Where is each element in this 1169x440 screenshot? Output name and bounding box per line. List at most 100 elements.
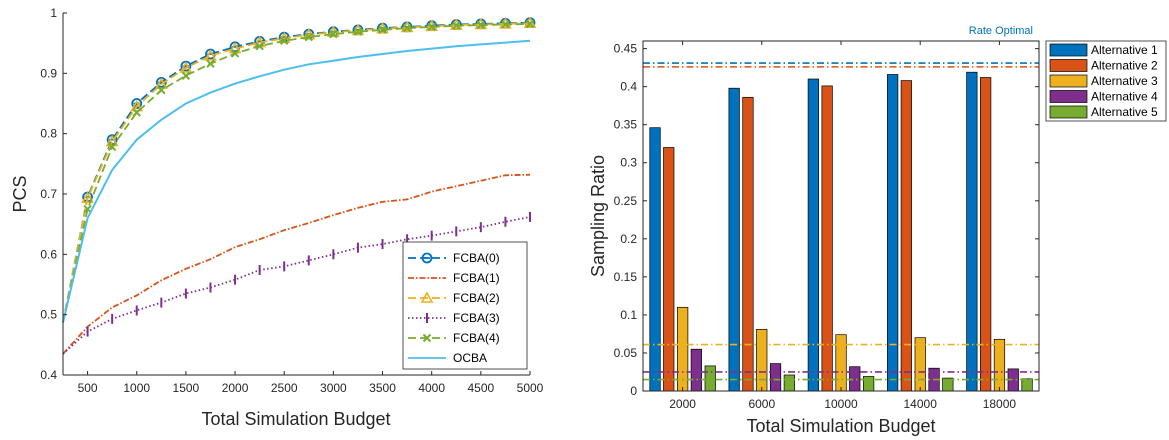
- bar-legend-label-2: Alternative 3: [1091, 74, 1158, 88]
- point-2-1: [81, 191, 94, 204]
- bar-x-axis-label: Total Simulation Budget: [746, 416, 935, 436]
- bar-1-1: [742, 96, 754, 392]
- x-tick-label-6: 3500: [369, 381, 396, 395]
- bar-1-2: [756, 329, 768, 392]
- bar-legend-label-3: Alternative 4: [1091, 90, 1158, 104]
- y-tick-label-3: 0.7: [40, 187, 57, 201]
- bar-x-tick-label-0: 2000: [669, 397, 696, 411]
- point-4-14: [402, 23, 412, 33]
- bar-y-axis-label: Sampling Ratio: [588, 155, 608, 277]
- bar-y-tick-label-0: 0: [630, 384, 637, 398]
- bar-y-tick-label-9: 0.45: [614, 42, 638, 56]
- bar-y-tick-label-8: 0.4: [620, 80, 637, 94]
- rate-optimal-lines: [643, 62, 1039, 381]
- bar-legend-swatch-2: [1049, 74, 1088, 88]
- line-axes: 500 1000 1500 2000 2500 3000 3500 4000 4500 5000 0…: [40, 6, 543, 395]
- bar-4-0: [966, 71, 978, 392]
- bar-legend-swatch-4: [1049, 105, 1088, 119]
- point-4-15: [427, 22, 436, 32]
- point-4-2: [107, 142, 117, 152]
- line-y-axis-label: PCS: [10, 175, 30, 212]
- bar-y-tick-label-2: 0.1: [620, 308, 637, 322]
- point-4-19: [525, 19, 535, 29]
- legend-label-2: FCBA(2): [453, 291, 500, 305]
- point-4-10: [304, 32, 313, 42]
- bar-y-tick-label-4: 0.2: [620, 232, 637, 246]
- x-tick-label-9: 5000: [517, 381, 544, 395]
- bar-series-group: [649, 71, 1033, 392]
- bar-legend-swatch-1: [1049, 59, 1088, 72]
- series-line-5: [62, 39, 531, 323]
- point-4-11: [329, 29, 338, 39]
- point-4-9: [280, 36, 289, 45]
- bar-y-tick-label-7: 0.35: [614, 118, 638, 132]
- point-4-17: [476, 20, 486, 30]
- series-line-2: [62, 22, 531, 323]
- bar-1-0: [728, 87, 740, 392]
- series-line-1: [62, 173, 531, 355]
- legend-label-1: FCBA(1): [453, 271, 500, 285]
- bar-x-tick-label-2: 10000: [824, 397, 858, 411]
- bar-4-4: [1021, 378, 1033, 392]
- bar-1-3: [769, 363, 782, 392]
- bar-0-3: [690, 348, 702, 392]
- legend-label-3: FCBA(3): [453, 311, 500, 325]
- point-4-3: [132, 108, 141, 117]
- y-tick-label-1: 0.5: [40, 308, 57, 322]
- bar-legend-swatch-0: [1049, 43, 1088, 57]
- bar-0-4: [704, 365, 716, 392]
- bar-0-2: [677, 306, 689, 392]
- x-tick-label-4: 2500: [271, 381, 298, 395]
- legend-label-4: FCBA(4): [453, 331, 500, 345]
- y-tick-label-5: 0.9: [40, 66, 57, 80]
- line-legend: FCBA(0) FCBA(1) FCBA(2) FCBA(3) FCBA(4) OCBA: [402, 241, 528, 370]
- bar-0-0: [649, 127, 661, 392]
- point-4-7: [230, 49, 240, 58]
- y-tick-label-0: 0.4: [40, 368, 57, 382]
- y-tick-label-6: 1: [50, 6, 57, 20]
- x-tick-label-2: 1500: [173, 381, 200, 395]
- bar-axes: 2000 6000 10000 14000 18000 0 0.05 0.1 0.15 0.2 0.…: [614, 40, 1040, 411]
- bar-y-tick-label-3: 0.15: [614, 270, 638, 284]
- bar-y-tick-label-6: 0.3: [620, 156, 637, 170]
- bar-x-tick-label-4: 18000: [983, 397, 1017, 411]
- line-chart: 500 1000 1500 2000 2500 3000 3500 4000 4500 5000 0…: [10, 6, 544, 429]
- bar-4-2: [993, 338, 1006, 392]
- point-4-12: [353, 27, 363, 36]
- legend-marker-2: [420, 291, 434, 303]
- bar-legend-label-4: Alternative 5: [1091, 105, 1158, 119]
- bar-x-tick-label-3: 14000: [904, 397, 938, 411]
- bar-3-0: [887, 74, 899, 392]
- bar-x-tick-label-1: 6000: [748, 397, 775, 411]
- point-2-5: [179, 61, 193, 73]
- legend-marker-0: [421, 252, 433, 264]
- point-2-4: [154, 77, 168, 89]
- bar-0-1: [663, 147, 675, 392]
- x-tick-label-8: 4500: [467, 381, 494, 395]
- bar-2-4: [863, 376, 875, 392]
- point-4-6: [206, 59, 215, 68]
- point-4-4: [157, 86, 166, 95]
- legend-label-0: FCBA(0): [453, 251, 500, 265]
- series-line-4: [62, 23, 531, 323]
- series-line-3: [62, 216, 531, 355]
- bar-legend-label-1: Alternative 2: [1091, 59, 1158, 73]
- x-tick-label-5: 3000: [320, 381, 347, 395]
- bar-legend-label-0: Alternative 1: [1091, 43, 1158, 57]
- bar-legend-swatch-3: [1049, 90, 1088, 103]
- bar-y-tick-label-5: 0.25: [614, 194, 638, 208]
- point-4-8: [255, 41, 264, 51]
- legend-label-5: OCBA: [453, 351, 487, 365]
- bar-3-2: [914, 337, 926, 392]
- x-tick-label-0: 500: [78, 381, 98, 395]
- point-4-18: [501, 20, 510, 29]
- bar-2-2: [835, 334, 847, 392]
- bar-y-tick-label-1: 0.05: [614, 346, 638, 360]
- line-series-group: [62, 16, 537, 355]
- point-2-3: [130, 99, 144, 112]
- x-tick-label-1: 1000: [123, 381, 150, 395]
- point-4-16: [452, 21, 461, 30]
- y-tick-label-2: 0.6: [40, 247, 57, 261]
- x-tick-label-3: 2000: [222, 381, 249, 395]
